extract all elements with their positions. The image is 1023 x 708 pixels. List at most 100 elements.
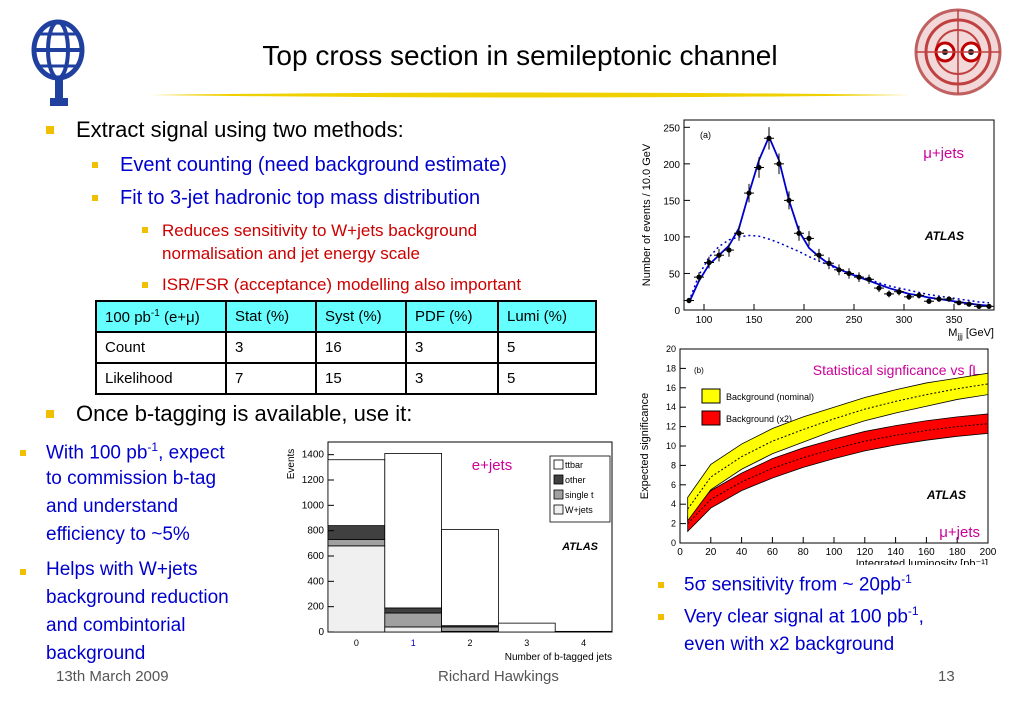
data-point bbox=[726, 247, 732, 253]
y-tick-label: 600 bbox=[307, 551, 324, 562]
table-cell: Count bbox=[95, 331, 227, 364]
stacked-bar-segment bbox=[384, 452, 443, 609]
data-point bbox=[966, 301, 972, 307]
data-point bbox=[946, 296, 952, 302]
legend-label: single t bbox=[565, 490, 594, 500]
data-point bbox=[756, 164, 762, 171]
data-point bbox=[776, 161, 782, 167]
bullet-commission-btag-line4: efficiency to ~5% bbox=[46, 524, 190, 545]
data-point bbox=[926, 298, 932, 304]
stacked-bar-segment bbox=[327, 545, 386, 633]
bullet-square bbox=[658, 582, 664, 588]
y-tick-label: 1200 bbox=[302, 475, 325, 486]
bullet-clear-signal-line1: Very clear signal at 100 pb-1, bbox=[684, 604, 924, 628]
table-header-lumi: 100 pb bbox=[105, 308, 151, 326]
bullet-wjets-line2: background reduction bbox=[46, 587, 229, 608]
x-axis-label: Integrated luminosity [pb⁻¹] bbox=[856, 558, 988, 565]
x-tick-label: 4 bbox=[581, 638, 586, 648]
data-point bbox=[856, 274, 862, 280]
chart-btag: 0 1 2 3 4 0 200 400 600 800 1000 1200 1400 Events Numb… bbox=[286, 441, 613, 663]
table-header-channel: (e+μ) bbox=[159, 308, 200, 326]
x-tick-label: 0 bbox=[354, 638, 359, 648]
bullet-square bbox=[142, 227, 148, 233]
y-tick-label: 4 bbox=[671, 499, 676, 509]
y-tick-label: 100 bbox=[663, 233, 680, 244]
x-tick-label: 2 bbox=[467, 638, 472, 648]
table-cell: Likelihood bbox=[95, 362, 227, 395]
y-tick-label: 18 bbox=[666, 363, 676, 373]
data-point bbox=[716, 252, 722, 258]
superscript: -1 bbox=[907, 604, 919, 618]
text-fragment: With 100 pb bbox=[46, 442, 148, 464]
significance-center-line bbox=[687, 423, 989, 524]
atlas-label: ATLAS bbox=[926, 488, 966, 502]
plot-frame bbox=[683, 119, 995, 311]
table-cell: 3 bbox=[405, 362, 499, 395]
bullet-event-counting: Event counting (need background estimate… bbox=[120, 154, 507, 176]
y-tick-label: 12 bbox=[666, 422, 676, 432]
data-point bbox=[976, 303, 982, 309]
x-tick-label: 200 bbox=[796, 315, 813, 326]
data-point bbox=[736, 230, 742, 236]
legend-swatch bbox=[553, 459, 564, 470]
footer-page-number: 13 bbox=[938, 668, 955, 685]
bullet-square bbox=[92, 162, 98, 168]
chart-significance: 0 20 40 60 80 100 120 140 160 180 200 0 2 4 6 8 10 12 14 16… bbox=[639, 344, 997, 565]
table-cell: 16 bbox=[315, 331, 407, 364]
data-point bbox=[866, 276, 872, 282]
x-tick-label: 60 bbox=[767, 547, 779, 558]
significance-band bbox=[687, 372, 989, 522]
table-cell: 5 bbox=[497, 331, 597, 364]
x-tick-label: 20 bbox=[705, 547, 717, 558]
data-point bbox=[906, 294, 912, 300]
chart-title: Statistical signficance vs ∫L bbox=[813, 362, 980, 378]
legend-swatch bbox=[701, 410, 721, 426]
bullet-5sigma: 5σ sensitivity from ~ 20pb-1 bbox=[684, 572, 912, 596]
y-tick-label: 6 bbox=[671, 480, 676, 490]
x-tick-label: 200 bbox=[980, 547, 997, 558]
y-tick-label: 400 bbox=[307, 576, 324, 587]
data-point bbox=[786, 197, 792, 203]
x-tick-label: 1 bbox=[411, 638, 416, 648]
stacked-bar-segment bbox=[327, 525, 386, 540]
bullet-clear-signal-line2: even with x2 background bbox=[684, 634, 895, 655]
x-axis-label: Mjjj [GeV] bbox=[948, 327, 994, 341]
x-tick-label: 300 bbox=[896, 315, 913, 326]
data-point bbox=[896, 289, 902, 295]
chart-top-mass: 100 150 200 250 300 350 0 50 100 150 200 250 Number … bbox=[641, 119, 995, 341]
table-header-cell: Syst (%) bbox=[315, 300, 407, 333]
panel-label: (b) bbox=[694, 366, 704, 375]
title-underline bbox=[150, 92, 910, 98]
y-axis-label: Expected significance bbox=[639, 393, 651, 499]
atlas-label: ATLAS bbox=[561, 541, 599, 553]
uncertainty-table: 100 pb-1 (e+μ) Stat (%) Syst (%) PDF (%)… bbox=[95, 300, 597, 395]
table-header-row: 100 pb-1 (e+μ) Stat (%) Syst (%) PDF (%)… bbox=[95, 300, 597, 333]
legend-label: other bbox=[565, 475, 586, 485]
stacked-bar-segment bbox=[327, 539, 386, 547]
bullet-isr-fsr: ISR/FSR (acceptance) modelling also impo… bbox=[162, 275, 522, 294]
x-tick-label: 140 bbox=[887, 547, 904, 558]
data-point bbox=[886, 291, 892, 297]
legend-swatch bbox=[553, 489, 564, 500]
legend-label: W+jets bbox=[565, 505, 593, 515]
bullet-square bbox=[46, 410, 54, 418]
bullet-square bbox=[92, 195, 98, 201]
data-point bbox=[746, 190, 752, 196]
stacked-bar-segment bbox=[441, 529, 499, 627]
text-fragment: 5σ sensitivity from ~ 20pb bbox=[684, 574, 902, 596]
y-tick-label: 200 bbox=[663, 160, 680, 171]
bullet-commission-btag-line2: to commission b-tag bbox=[46, 468, 217, 489]
x-tick-label: 100 bbox=[826, 547, 843, 558]
atlas-label: ATLAS bbox=[924, 229, 964, 243]
y-tick-label: 10 bbox=[666, 441, 676, 451]
y-tick-label: 20 bbox=[666, 344, 676, 354]
data-point bbox=[846, 270, 852, 277]
data-point bbox=[696, 274, 702, 280]
table-cell: 5 bbox=[497, 362, 597, 395]
bullet-commission-btag-line1: With 100 pb-1, expect bbox=[46, 440, 225, 464]
data-point bbox=[686, 297, 692, 304]
significance-band bbox=[687, 413, 989, 533]
legend-label: ttbar bbox=[565, 460, 583, 470]
y-tick-label: 200 bbox=[307, 602, 324, 613]
bullet-fit-3jet: Fit to 3-jet hadronic top mass distribut… bbox=[120, 187, 481, 209]
